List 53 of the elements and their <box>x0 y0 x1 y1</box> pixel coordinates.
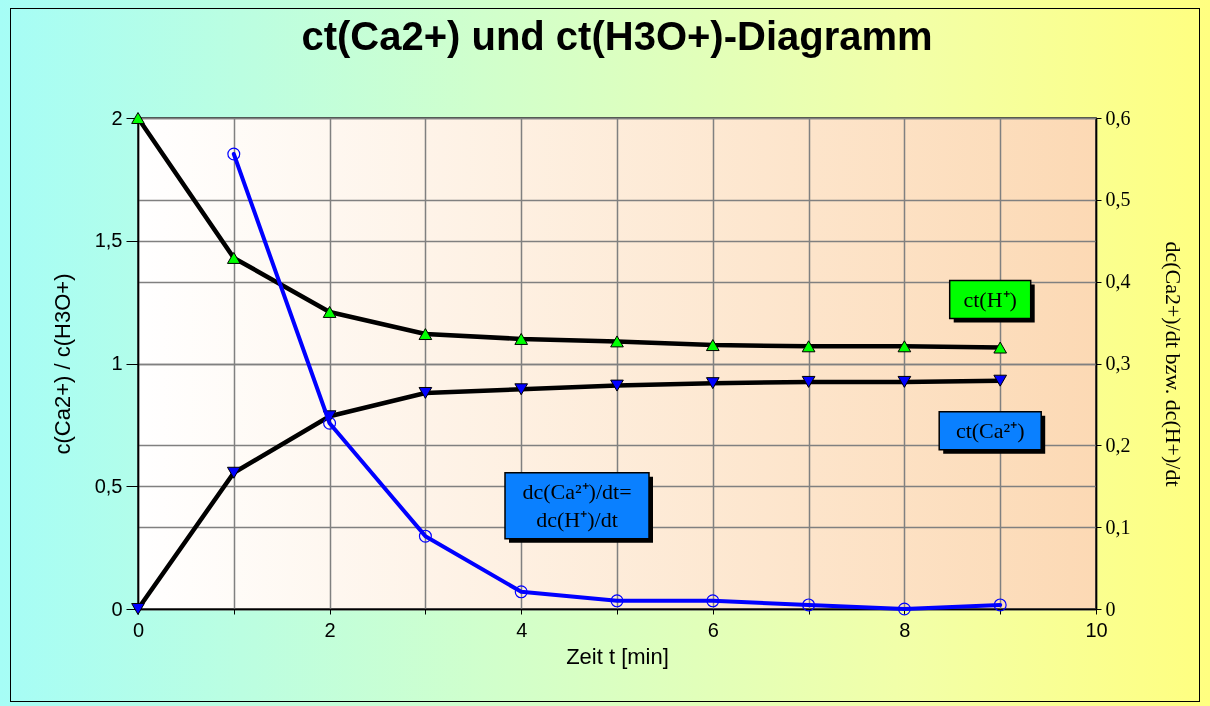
point <box>514 383 529 396</box>
point <box>322 305 337 318</box>
y2-tick-label: 0,1 <box>1105 515 1131 538</box>
text: dc(Ca²⁺)/dt=dc(H⁺)/dt <box>522 478 632 532</box>
point <box>323 416 337 430</box>
y2-tick-label: 0,4 <box>1105 270 1131 293</box>
point <box>706 594 720 608</box>
point <box>610 335 624 348</box>
y2-axis-title: dc(Ca2+)/dt bzw. dc(H+)/dt <box>1160 241 1186 487</box>
point <box>418 328 433 341</box>
point <box>226 466 241 479</box>
x-tick-label: 4 <box>516 618 528 641</box>
y-tick-label: 2 <box>111 106 123 129</box>
chart-title: ct(Ca2+) und ct(H3O+)-Diagramm <box>301 14 933 58</box>
x-tick-label: 2 <box>324 618 336 641</box>
point <box>514 332 529 345</box>
point <box>705 377 720 390</box>
y-tick-label: 0,5 <box>94 474 123 497</box>
point <box>802 598 816 612</box>
point <box>131 112 145 124</box>
point <box>993 341 1008 354</box>
y-tick-label: 1 <box>111 352 123 374</box>
point <box>227 147 241 161</box>
point <box>610 594 624 608</box>
y2-tick-label: 0,2 <box>1105 433 1131 456</box>
point <box>801 375 816 388</box>
point <box>226 251 241 264</box>
y2-tick-label: 0,3 <box>1105 352 1131 374</box>
y-tick-label: 0 <box>111 597 123 620</box>
point <box>705 339 720 352</box>
point <box>897 375 912 388</box>
x-tick-label: 8 <box>899 618 911 641</box>
point <box>418 529 432 543</box>
point <box>801 340 816 353</box>
point <box>993 374 1008 387</box>
point <box>418 386 433 399</box>
x-tick-label: 6 <box>707 618 719 641</box>
series-label: ct(H⁺) <box>963 286 1017 312</box>
y2-tick-label: 0,5 <box>1105 188 1131 211</box>
point <box>514 585 528 599</box>
point <box>993 598 1007 612</box>
x-tick-label: 0 <box>132 618 145 641</box>
y2-tick-label: 0,6 <box>1105 106 1131 129</box>
y-tick-label: 1,5 <box>94 229 123 252</box>
x-axis-title: Zeit t [min] <box>566 643 669 669</box>
y-axis-title: c(Ca2+) / c(H3O+) <box>49 273 75 455</box>
point <box>131 603 145 615</box>
series-label: ct(Ca²⁺) <box>955 417 1025 443</box>
point <box>897 602 911 616</box>
x-tick-label: 10 <box>1085 618 1108 641</box>
point <box>610 379 624 392</box>
point <box>897 340 912 353</box>
y2-tick-label: 0 <box>1105 597 1116 620</box>
